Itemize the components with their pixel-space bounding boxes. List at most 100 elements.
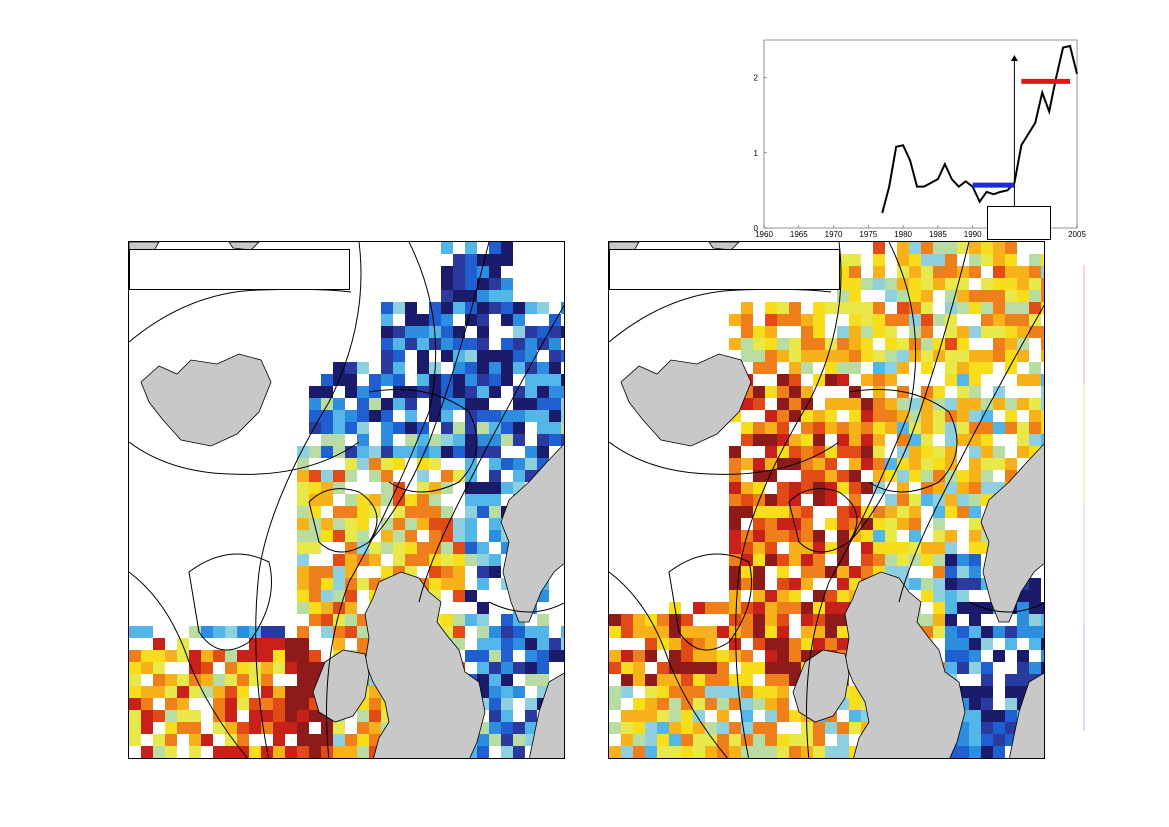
- heatmap-cell: [813, 410, 825, 422]
- heatmap-cell: [501, 410, 513, 422]
- heatmap-cell: [789, 746, 801, 758]
- heatmap-cell: [561, 650, 564, 662]
- heatmap-cell: [369, 446, 381, 458]
- heatmap-cell: [297, 686, 309, 698]
- heatmap-cell: [429, 410, 441, 422]
- x-tick-label: 1975: [859, 230, 877, 239]
- heatmap-cell: [465, 470, 477, 482]
- heatmap-cell: [789, 530, 801, 542]
- heatmap-cell: [1005, 422, 1017, 434]
- heatmap-cell: [501, 458, 513, 470]
- heatmap-cell: [921, 314, 933, 326]
- heatmap-cell: [801, 386, 813, 398]
- heatmap-cell: [1005, 626, 1017, 638]
- heatmap-cell: [441, 554, 453, 566]
- heatmap-cell: [1005, 686, 1017, 698]
- heatmap-cell: [225, 722, 237, 734]
- heatmap-cell: [297, 638, 309, 650]
- heatmap-cell: [969, 482, 981, 494]
- series-line: [881, 44, 1078, 214]
- heatmap-cell: [225, 662, 237, 674]
- heatmap-cell: [981, 746, 993, 758]
- heatmap-cell: [933, 338, 945, 350]
- heatmap-cell: [729, 578, 741, 590]
- heatmap-cell: [309, 446, 321, 458]
- heatmap-cell: [561, 410, 564, 422]
- heatmap-cell: [489, 482, 501, 494]
- heatmap-cell: [885, 542, 897, 554]
- heatmap-cell: [813, 422, 825, 434]
- heatmap-cell: [825, 458, 837, 470]
- heatmap-cell: [753, 434, 765, 446]
- heatmap-cell: [717, 626, 729, 638]
- heatmap-cell: [741, 398, 753, 410]
- heatmap-cell: [825, 590, 837, 602]
- heatmap-cell: [969, 458, 981, 470]
- heatmap-cell: [417, 326, 429, 338]
- heatmap-cell: [309, 614, 321, 626]
- heatmap-cell: [897, 350, 909, 362]
- heatmap-cell: [513, 314, 525, 326]
- heatmap-cell: [765, 602, 777, 614]
- heatmap-cell: [273, 710, 285, 722]
- heatmap-cell: [885, 326, 897, 338]
- heatmap-cell: [321, 746, 333, 758]
- heatmap-cell: [849, 470, 861, 482]
- heatmap-cell: [549, 350, 561, 362]
- heatmap-cell: [705, 746, 717, 758]
- heatmap-cell: [225, 746, 237, 758]
- heatmap-cell: [381, 422, 393, 434]
- heatmap-cell: [957, 578, 969, 590]
- heatmap-cell: [801, 350, 813, 362]
- heatmap-cell: [705, 638, 717, 650]
- heatmap-cell: [465, 434, 477, 446]
- heatmap-cell: [489, 518, 501, 530]
- heatmap-cell: [381, 446, 393, 458]
- heatmap-cell: [1029, 398, 1041, 410]
- heatmap-cell: [405, 530, 417, 542]
- europe-landmass: [1009, 672, 1044, 758]
- heatmap-cell: [477, 662, 489, 674]
- heatmap-cell: [825, 482, 837, 494]
- heatmap-cell: [501, 662, 513, 674]
- heatmap-cell: [501, 302, 513, 314]
- heatmap-cell: [753, 530, 765, 542]
- heatmap-cell: [849, 314, 861, 326]
- heatmap-cell: [381, 518, 393, 530]
- heatmap-cell: [741, 494, 753, 506]
- heatmap-cell: [357, 746, 369, 758]
- heatmap-cell: [969, 722, 981, 734]
- heatmap-cell: [273, 650, 285, 662]
- heatmap-cell: [933, 386, 945, 398]
- heatmap-cell: [777, 338, 789, 350]
- heatmap-cell: [969, 410, 981, 422]
- heatmap-cell: [729, 614, 741, 626]
- heatmap-cell: [621, 626, 633, 638]
- heatmap-cell: [993, 242, 1005, 254]
- heatmap-cell: [969, 290, 981, 302]
- heatmap-cell: [969, 470, 981, 482]
- heatmap-cell: [837, 422, 849, 434]
- heatmap-cell: [537, 446, 549, 458]
- heatmap-cell: [489, 494, 501, 506]
- heatmap-cell: [273, 698, 285, 710]
- heatmap-cell: [753, 398, 765, 410]
- heatmap-cell: [921, 242, 933, 254]
- heatmap-cell: [705, 686, 717, 698]
- heatmap-cell: [297, 470, 309, 482]
- heatmap-cell: [477, 602, 489, 614]
- heatmap-cell: [957, 626, 969, 638]
- heatmap-cell: [933, 470, 945, 482]
- heatmap-cell: [225, 698, 237, 710]
- heatmap-cell: [453, 374, 465, 386]
- heatmap-cell: [321, 434, 333, 446]
- heatmap-cell: [285, 662, 297, 674]
- heatmap-cell: [849, 494, 861, 506]
- heatmap-cell: [513, 458, 525, 470]
- heatmap-cell: [993, 650, 1005, 662]
- heatmap-cell: [873, 326, 885, 338]
- heatmap-cell: [477, 674, 489, 686]
- heatmap-cell: [153, 674, 165, 686]
- heatmap-cell: [489, 290, 501, 302]
- heatmap-cell: [513, 434, 525, 446]
